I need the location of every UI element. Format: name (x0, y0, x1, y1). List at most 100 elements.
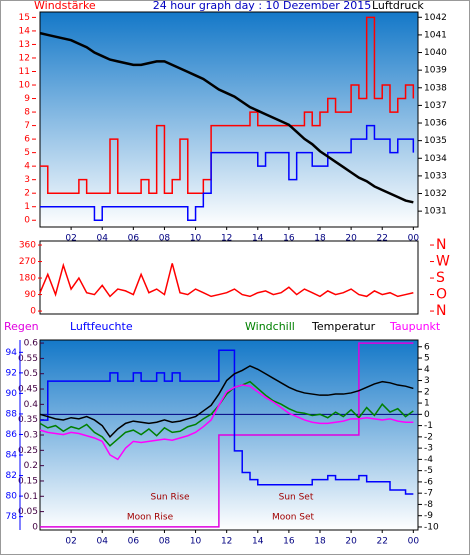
y2-tick-label: 1039 (424, 66, 447, 76)
y2-tick-label: S (436, 270, 445, 286)
chart-title: 24 hour graph day : 10 Dezember 2015 (153, 0, 372, 12)
y2-tick-label: 1041 (424, 30, 447, 40)
series-line (39, 384, 414, 461)
y2-tick-label: 1038 (424, 83, 447, 93)
y2-tick-label: 1034 (424, 154, 447, 164)
x-tick-label: 14 (252, 234, 264, 244)
y2-tick-label: 1033 (424, 171, 447, 181)
x-tick-label: 08 (159, 537, 171, 547)
x-tick-label: 04 (96, 537, 108, 547)
y2-tick-label: -5 (424, 466, 433, 476)
annotation: Moon Set (272, 513, 315, 523)
x-tick-label: 20 (345, 537, 357, 547)
y-tick-label: 94 (6, 348, 18, 358)
legend-label: Windchill (245, 320, 295, 333)
y-tick-label: 0 (30, 307, 36, 317)
y-tick-label: 360 (19, 241, 36, 251)
x-tick-label: 22 (376, 234, 387, 244)
x-tick-label: 02 (65, 537, 76, 547)
x-tick-label: 08 (159, 234, 171, 244)
y-tick-label: 14 (19, 26, 31, 36)
y-axis-label: Windstärke (34, 0, 96, 12)
y-tick-label: 6 (24, 135, 30, 145)
y2-tick-label: -2 (424, 432, 433, 442)
series-line (40, 349, 414, 495)
y-tick-label: 13 (19, 40, 30, 50)
y3-tick-label: 0.6 (24, 339, 39, 349)
x-tick-label: 02 (65, 234, 76, 244)
y-tick-label: 90 (25, 290, 37, 300)
y2-tick-label: 1032 (424, 189, 447, 199)
y3-tick-label: 0.15 (18, 476, 38, 486)
x-tick-label: 16 (283, 537, 295, 547)
y2-tick-label: -4 (424, 455, 433, 465)
y-tick-label: 11 (19, 67, 30, 77)
y-tick-label: 7 (24, 121, 30, 131)
y-tick-label: 88 (6, 409, 18, 419)
y2-tick-label: 0 (424, 410, 430, 420)
plot-area (39, 11, 419, 228)
y2-tick-label: 4 (424, 365, 430, 375)
x-tick-label: 10 (190, 537, 202, 547)
y3-tick-label: 0.35 (18, 415, 38, 425)
y3-tick-label: 0.4 (24, 400, 39, 410)
y2-tick-label: 1042 (424, 13, 447, 23)
x-tick-label: 06 (128, 234, 140, 244)
legend-label: Taupunkt (389, 320, 441, 333)
x-tick-label: 22 (376, 537, 387, 547)
y-tick-label: 3 (24, 175, 30, 185)
y-tick-label: 12 (19, 53, 30, 63)
x-tick-label: 10 (190, 234, 202, 244)
legend-label: Temperatur (311, 320, 376, 333)
x-tick-label: 18 (314, 537, 326, 547)
y2-tick-label: 5 (424, 354, 430, 364)
y2-tick-label: 1037 (424, 101, 447, 111)
annotation: Moon Rise (127, 513, 174, 523)
y3-tick-label: 0.3 (24, 431, 38, 441)
y2-tick-label: -6 (424, 477, 433, 487)
legend-label: Luftfeuchte (70, 320, 133, 333)
series-line (40, 16, 415, 194)
x-tick-label: 00 (408, 234, 420, 244)
y2-tick-label: N (436, 237, 446, 253)
y-tick-label: 8 (24, 108, 30, 118)
plot-area (39, 240, 419, 315)
x-tick-label: 12 (221, 234, 232, 244)
legend-label: Regen (4, 320, 39, 333)
y-tick-label: 4 (24, 162, 30, 172)
series-line (39, 380, 414, 447)
x-tick-label: 12 (221, 537, 232, 547)
y-tick-label: 84 (6, 451, 18, 461)
y3-tick-label: 0.2 (24, 461, 38, 471)
y-tick-label: 90 (6, 389, 18, 399)
y3-tick-label: 0 (32, 522, 38, 532)
y-tick-label: 0 (24, 216, 30, 226)
y-tick-label: 9 (24, 94, 30, 104)
y2-axis-label: Luftdruck (372, 0, 424, 12)
series-line (39, 31, 414, 204)
y2-tick-label: 3 (424, 376, 430, 386)
y-tick-label: 1 (24, 202, 30, 212)
y2-tick-label: 1031 (424, 207, 447, 217)
y-tick-label: 10 (19, 81, 31, 91)
y-tick-label: 78 (6, 512, 18, 522)
y3-tick-label: 0.5 (24, 369, 38, 379)
y-tick-label: 86 (6, 430, 18, 440)
y2-tick-label: 2 (424, 387, 430, 397)
y2-tick-label: 1040 (424, 48, 447, 58)
y2-tick-label: N (436, 303, 446, 319)
series-line (39, 365, 414, 439)
y2-tick-label: O (436, 287, 447, 303)
x-tick-label: 04 (96, 234, 108, 244)
y3-tick-label: 0.1 (24, 492, 38, 502)
y-tick-label: 5 (24, 148, 30, 158)
y2-tick-label: W (436, 254, 450, 270)
y-tick-label: 270 (19, 257, 36, 267)
y-tick-label: 92 (6, 368, 17, 378)
y3-tick-label: 0.55 (18, 354, 38, 364)
y2-tick-label: -9 (424, 511, 433, 521)
y2-tick-label: 6 (424, 342, 430, 352)
y-tick-label: 15 (19, 13, 30, 23)
y-tick-label: 2 (24, 189, 30, 199)
